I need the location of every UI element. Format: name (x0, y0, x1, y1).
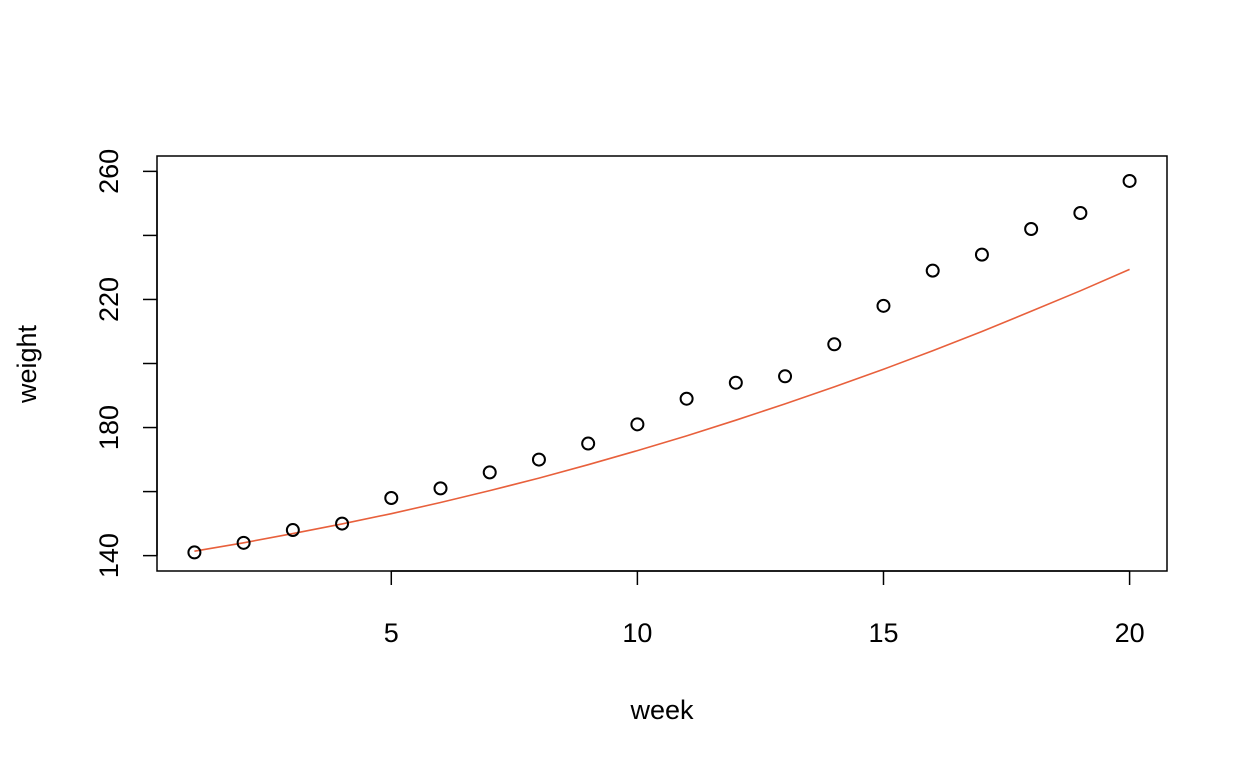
data-point (1024, 222, 1039, 237)
data-point (1122, 173, 1137, 188)
x-axis-label: week (629, 695, 694, 725)
y-tick-label: 260 (94, 149, 124, 194)
data-point (433, 481, 448, 496)
data-point (482, 465, 497, 480)
fitted-curve (194, 268, 1130, 552)
data-point (335, 516, 350, 531)
data-point (630, 417, 645, 432)
data-point (1073, 205, 1088, 220)
data-point (384, 490, 399, 505)
data-point (679, 391, 694, 406)
y-axis-label: weight (12, 324, 42, 404)
y-tick-label: 140 (94, 533, 124, 578)
data-point (876, 298, 891, 313)
plot-frame (156, 155, 1168, 572)
x-tick-label: 10 (622, 618, 652, 648)
x-tick-label: 15 (868, 618, 898, 648)
data-point (581, 436, 596, 451)
data-point (778, 369, 793, 384)
data-point (827, 337, 842, 352)
data-point (187, 545, 202, 560)
data-points (187, 173, 1137, 560)
data-point (285, 523, 300, 538)
x-tick-label: 5 (384, 618, 399, 648)
y-tick-label: 180 (94, 405, 124, 450)
data-point (728, 375, 743, 390)
x-axis: 5 10 15 20 (384, 570, 1145, 648)
data-point (531, 452, 546, 467)
data-point (925, 263, 940, 278)
data-point (236, 535, 251, 550)
y-axis: 140 180 220 260 (94, 149, 158, 578)
x-tick-label: 20 (1115, 618, 1145, 648)
data-point (974, 247, 989, 262)
y-tick-label: 220 (94, 277, 124, 322)
